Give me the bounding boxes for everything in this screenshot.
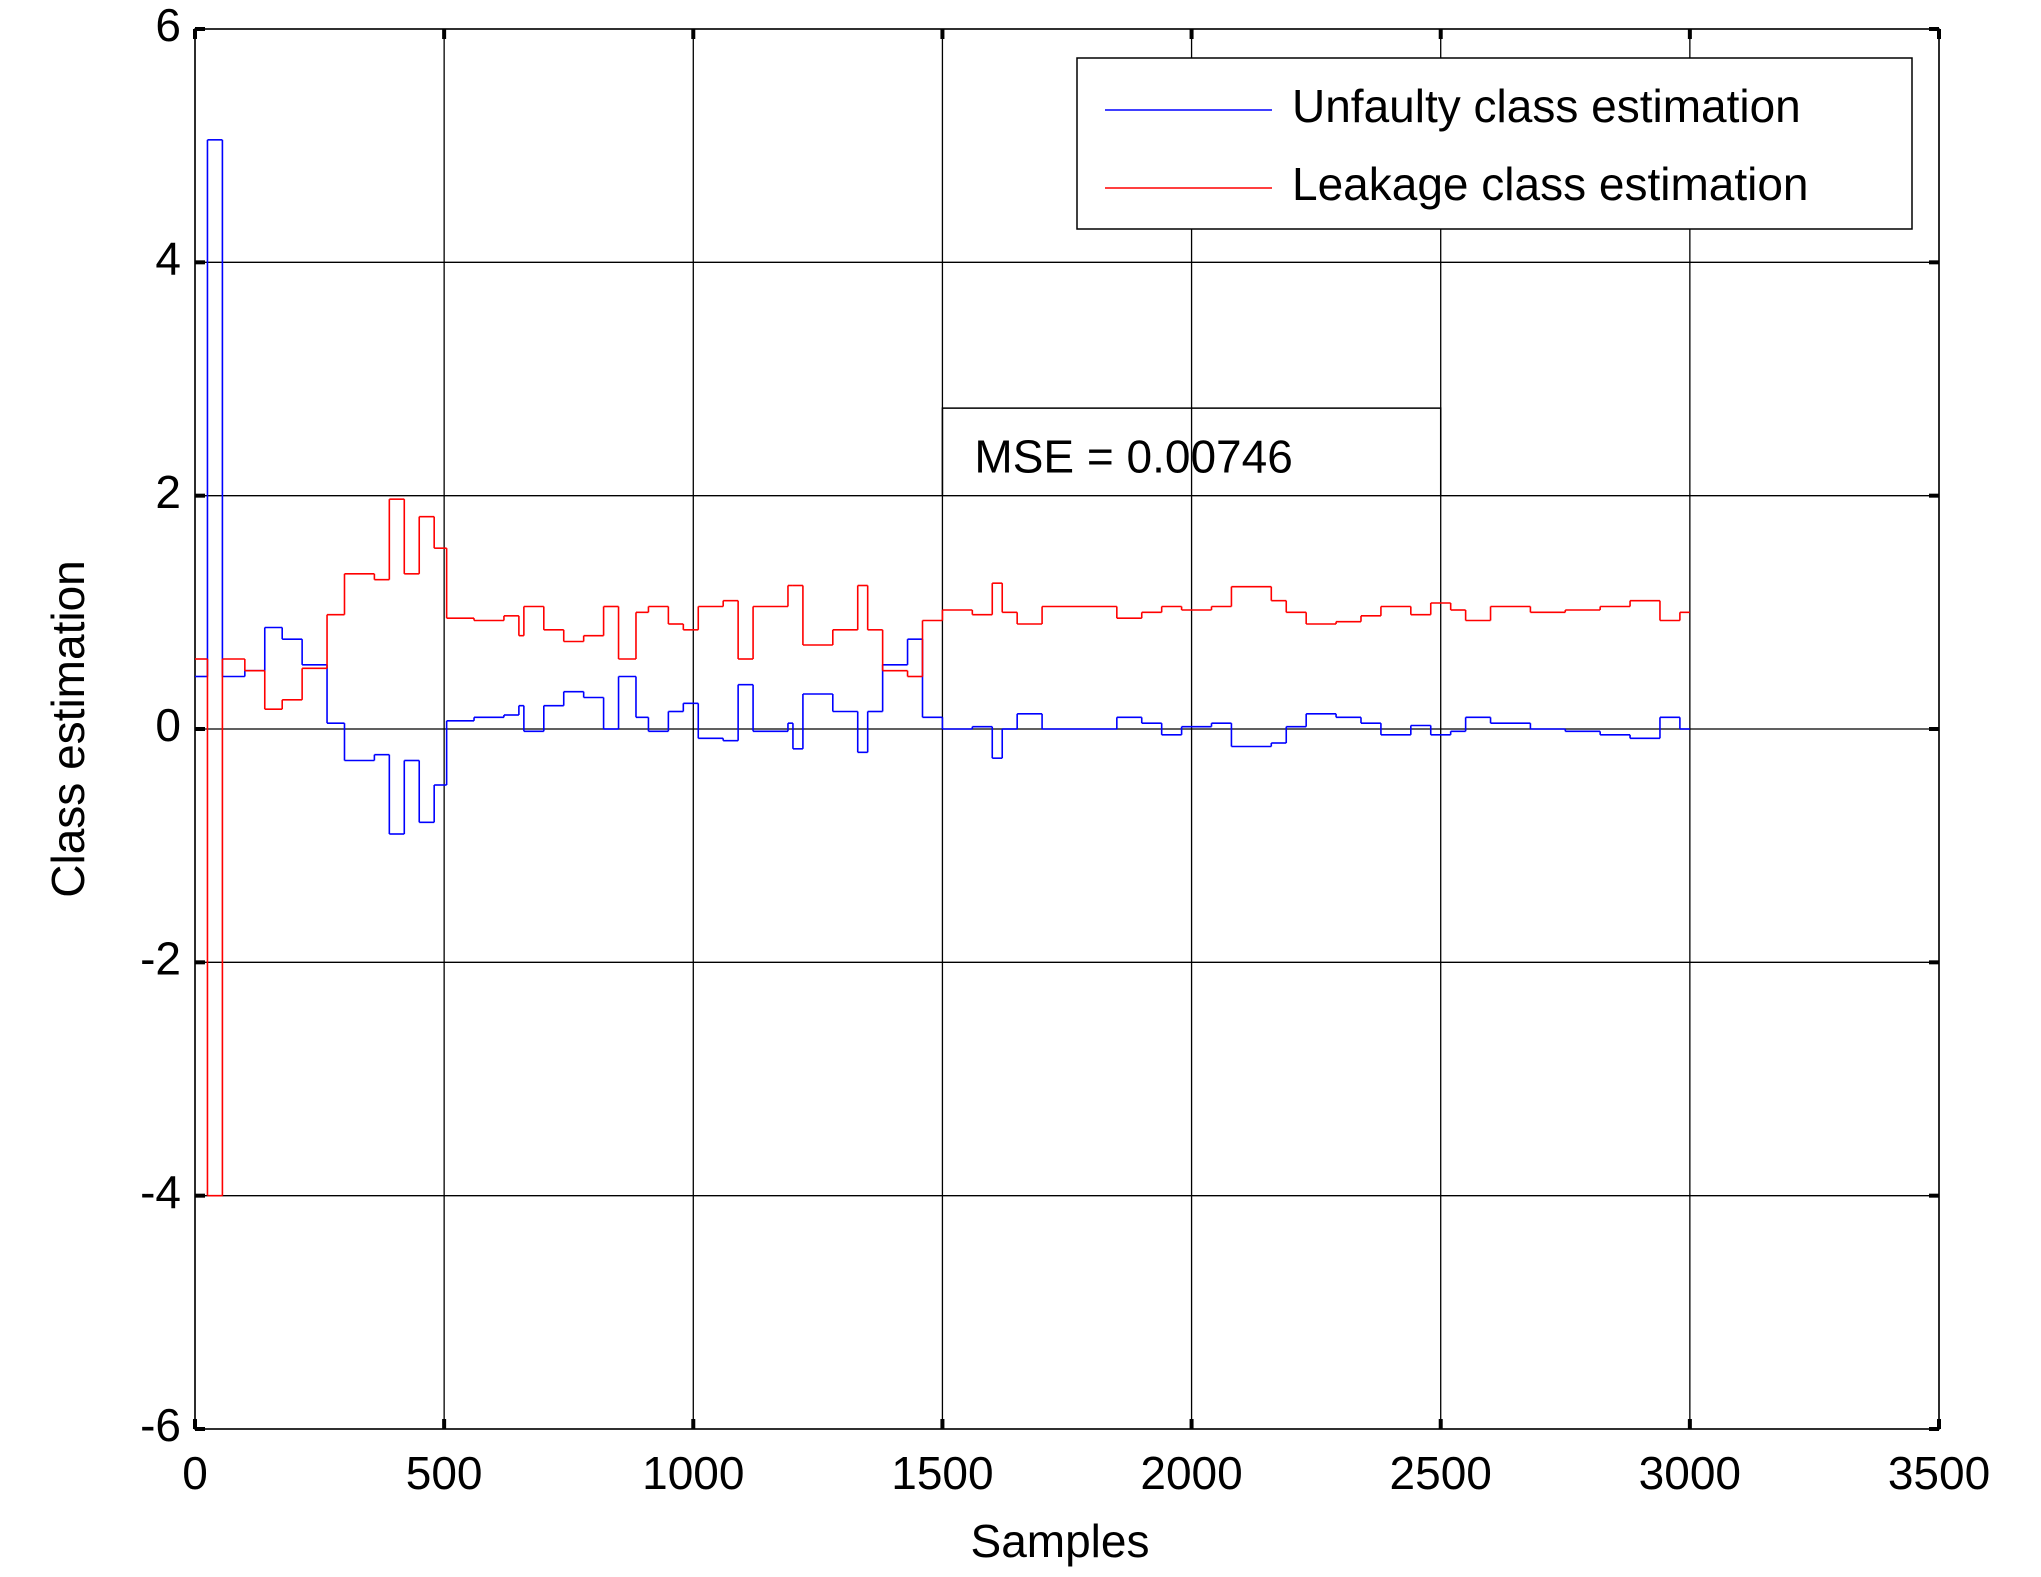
x-axis-label: Samples <box>971 1515 1150 1567</box>
x-tick-label: 500 <box>406 1447 483 1499</box>
x-tick-label: 2500 <box>1390 1447 1492 1499</box>
y-tick-label: 2 <box>155 466 181 518</box>
legend-label: Unfaulty class estimation <box>1292 80 1801 132</box>
y-tick-label: -2 <box>140 932 181 984</box>
annotation: MSE = 0.00746 <box>974 430 1292 482</box>
y-tick-label: 6 <box>155 0 181 51</box>
legend-box <box>1076 57 1913 230</box>
x-tick-label: 2000 <box>1140 1447 1242 1499</box>
y-tick-label: -4 <box>140 1166 181 1218</box>
annotation-box <box>941 407 1442 496</box>
x-tick-label: 3500 <box>1888 1447 1990 1499</box>
y-tick-label: 4 <box>155 232 181 284</box>
x-tick-label: 1500 <box>891 1447 993 1499</box>
x-tick-label: 0 <box>182 1447 208 1499</box>
x-tick-label: 1000 <box>642 1447 744 1499</box>
axes-frame <box>194 28 1940 1430</box>
y-tick-label: 0 <box>155 699 181 751</box>
y-axis-label: Class estimation <box>42 560 94 897</box>
y-tick-label: -6 <box>140 1399 181 1451</box>
legend-label: Leakage class estimation <box>1292 158 1809 210</box>
x-tick-label: 3000 <box>1639 1447 1741 1499</box>
